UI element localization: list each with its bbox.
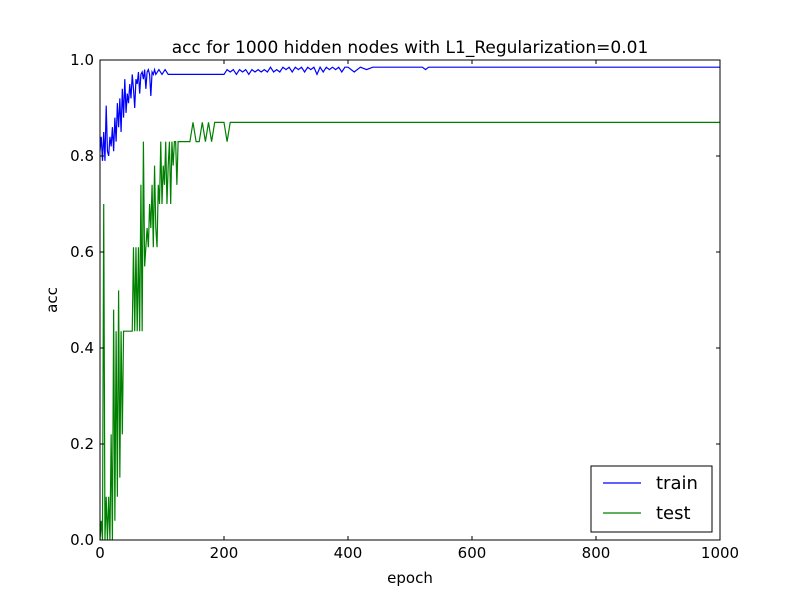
x-tick-label: 200	[210, 544, 239, 562]
series-line-test	[99, 121, 720, 541]
y-tick-label: 0.8	[70, 147, 94, 165]
legend: train test	[590, 465, 713, 533]
x-tick-label: 1000	[701, 544, 739, 562]
y-tick-label: 0.4	[70, 339, 94, 357]
legend-box	[590, 465, 713, 533]
x-tick-label: 0	[95, 544, 105, 562]
plot-frame	[99, 59, 721, 541]
legend-label-train: train	[656, 473, 698, 494]
axis-ticks: 0 200 400 600 800 1000 0.0 0.2 0.4 0.6 0.8 1.0	[70, 51, 739, 562]
x-tick-label: 600	[458, 544, 487, 562]
x-tick-label: 800	[582, 544, 611, 562]
x-axis-label: epoch	[387, 569, 433, 587]
series-lines	[99, 65, 720, 541]
series-line-train	[99, 65, 720, 161]
x-tick-label: 400	[334, 544, 363, 562]
y-tick-label: 0.6	[70, 243, 94, 261]
y-tick-label: 1.0	[70, 51, 94, 69]
chart-title: acc for 1000 hidden nodes with L1_Regula…	[172, 38, 649, 58]
y-tick-label: 0.2	[70, 435, 94, 453]
y-axis-label: acc	[43, 287, 61, 313]
y-tick-label: 0.0	[70, 531, 94, 549]
legend-label-test: test	[656, 503, 691, 524]
